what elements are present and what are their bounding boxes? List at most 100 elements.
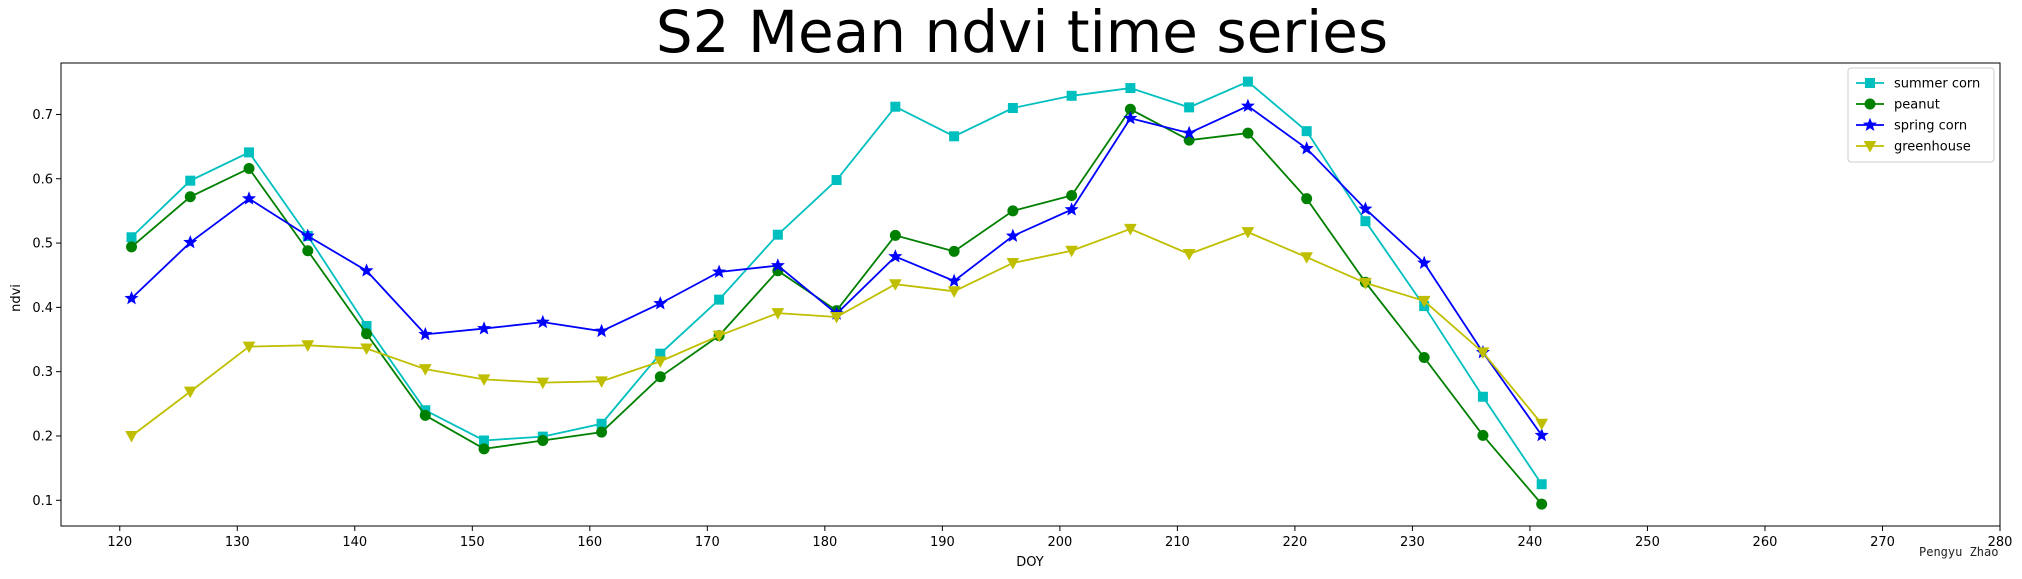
y-axis-label: ndvi — [9, 284, 24, 312]
y-tick-label: 0.1 — [32, 494, 53, 509]
data-point-greenhouse — [771, 308, 785, 320]
data-point-peanut — [419, 409, 431, 421]
data-point-spring-corn — [477, 321, 492, 335]
x-tick-label: 180 — [812, 535, 837, 550]
data-point-peanut — [654, 371, 666, 383]
x-tick-label: 170 — [695, 535, 720, 550]
data-point-greenhouse — [183, 386, 197, 399]
data-point-peanut — [1301, 193, 1313, 205]
x-axis-label: DOY — [1016, 555, 1044, 570]
data-point-peanut — [478, 443, 490, 455]
data-point-summer-corn — [1360, 216, 1371, 227]
data-point-peanut — [1066, 189, 1078, 201]
data-point-peanut — [1007, 205, 1019, 217]
data-point-peanut — [126, 241, 138, 253]
x-tick-label: 200 — [1047, 535, 1072, 550]
data-point-greenhouse — [830, 312, 843, 324]
data-point-greenhouse — [1124, 223, 1137, 236]
legend-entry-greenhouse: greenhouse — [1856, 140, 1971, 155]
legend-label: greenhouse — [1894, 140, 1971, 155]
data-point-summer-corn — [1242, 76, 1253, 87]
data-point-spring-corn — [359, 263, 374, 277]
axes-frame — [60, 62, 2001, 527]
data-point-spring-corn — [242, 191, 257, 205]
author-annotation: Pengyu Zhao — [1919, 545, 1998, 559]
data-point-summer-corn — [1477, 391, 1488, 402]
data-point-greenhouse — [301, 340, 315, 352]
y-tick-label: 0.7 — [32, 108, 53, 123]
data-point-spring-corn — [888, 249, 903, 263]
data-point-greenhouse — [1535, 418, 1549, 431]
y-tick-label: 0.5 — [32, 237, 53, 252]
legend-entry-summer-corn: summer corn — [1856, 77, 1980, 92]
legend-marker — [1863, 141, 1877, 153]
data-point-peanut — [1536, 498, 1548, 510]
data-point-spring-corn — [947, 273, 962, 287]
data-point-greenhouse — [1241, 227, 1255, 239]
x-tick-label: 220 — [1282, 535, 1307, 550]
data-point-summer-corn — [1301, 126, 1312, 137]
series-greenhouse — [125, 223, 1549, 443]
data-point-spring-corn — [535, 314, 550, 329]
data-point-greenhouse — [536, 377, 550, 390]
data-point-greenhouse — [712, 330, 726, 343]
series-summer-corn — [126, 76, 1547, 490]
data-point-summer-corn — [185, 175, 196, 186]
x-tick-label: 160 — [577, 535, 602, 550]
data-point-spring-corn — [1417, 255, 1432, 269]
legend-entry-peanut: peanut — [1856, 98, 1940, 113]
data-point-spring-corn — [770, 258, 785, 272]
data-point-spring-corn — [124, 290, 139, 305]
series-line-spring-corn — [130, 105, 1543, 436]
series-line-greenhouse — [130, 227, 1543, 437]
data-point-greenhouse — [418, 364, 432, 376]
data-point-greenhouse — [1300, 252, 1314, 264]
data-point-spring-corn — [1005, 228, 1020, 242]
x-tick-label: 280 — [1988, 535, 2013, 550]
x-tick-label: 260 — [1753, 535, 1778, 550]
data-point-greenhouse — [1417, 295, 1431, 308]
data-point-greenhouse — [477, 374, 491, 386]
data-point-greenhouse — [1182, 248, 1196, 261]
legend-box — [1847, 67, 1995, 163]
data-point-spring-corn — [712, 264, 727, 278]
legend-entry-spring-corn: spring corn — [1856, 117, 1967, 134]
x-tick-label: 210 — [1165, 535, 1190, 550]
data-point-peanut — [1242, 127, 1254, 139]
y-tick-label: 0.3 — [32, 365, 53, 380]
data-point-peanut — [948, 245, 960, 257]
data-point-spring-corn — [418, 327, 433, 341]
legend-marker — [1862, 117, 1878, 131]
data-point-spring-corn — [1064, 202, 1079, 216]
data-point-peanut — [596, 426, 608, 438]
data-point-summer-corn — [126, 232, 137, 243]
data-point-peanut — [1418, 352, 1430, 364]
data-point-summer-corn — [714, 294, 725, 305]
data-point-spring-corn — [1534, 427, 1549, 442]
data-point-greenhouse — [595, 376, 608, 388]
data-point-spring-corn — [1123, 110, 1138, 125]
data-point-spring-corn — [594, 323, 609, 338]
x-tick-label: 120 — [107, 535, 132, 550]
data-point-greenhouse — [653, 356, 667, 368]
data-point-peanut — [184, 191, 196, 203]
data-point-spring-corn — [653, 296, 668, 310]
x-tick-label: 150 — [460, 535, 485, 550]
data-point-greenhouse — [360, 343, 373, 356]
data-point-summer-corn — [1184, 102, 1195, 113]
data-point-peanut — [302, 245, 314, 257]
data-point-summer-corn — [244, 147, 255, 158]
series-line-summer-corn — [130, 80, 1543, 485]
x-tick-label: 270 — [1870, 535, 1895, 550]
data-point-spring-corn — [1182, 125, 1197, 140]
data-point-greenhouse — [242, 341, 256, 354]
data-point-greenhouse — [1476, 347, 1490, 359]
data-point-greenhouse — [1006, 257, 1020, 270]
data-point-summer-corn — [890, 101, 901, 112]
legend-marker — [1864, 98, 1876, 110]
data-point-spring-corn — [1358, 201, 1373, 215]
data-point-greenhouse — [889, 279, 902, 291]
plot-area — [124, 76, 1549, 510]
y-tick-label: 0.2 — [32, 429, 53, 444]
